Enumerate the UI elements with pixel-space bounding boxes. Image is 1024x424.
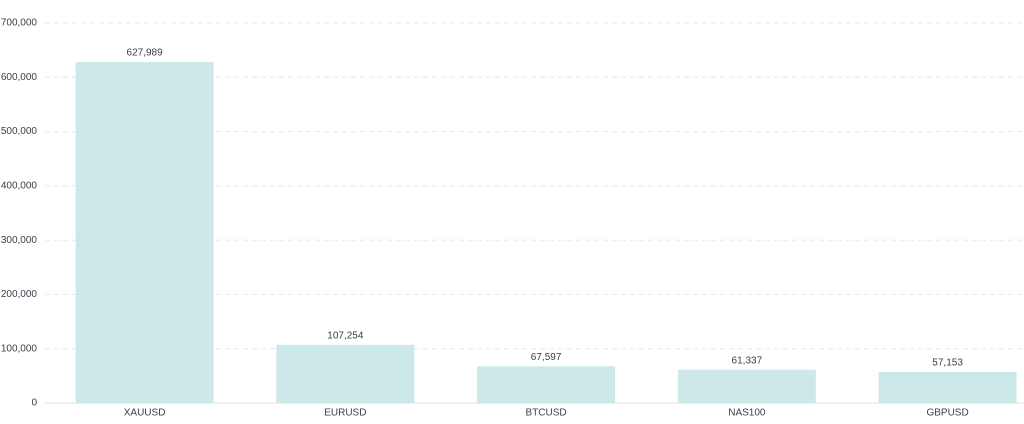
value-label: 61,337 [732, 355, 763, 366]
bar [477, 366, 616, 403]
y-tick-label: 700,000 [1, 18, 38, 29]
y-tick-label: 300,000 [1, 235, 38, 246]
value-label: 57,153 [932, 358, 963, 369]
bar [276, 344, 415, 403]
y-tick-label: 500,000 [1, 126, 38, 137]
y-tick-label: 100,000 [1, 343, 38, 354]
bar [677, 369, 816, 403]
y-tick-label: 600,000 [1, 72, 38, 83]
y-tick-label: 400,000 [1, 180, 38, 191]
value-label: 107,254 [327, 330, 364, 341]
x-tick-label: BTCUSD [526, 408, 567, 419]
bar [75, 62, 214, 404]
x-tick-label: NAS100 [728, 408, 766, 419]
y-tick-label: 0 [31, 398, 37, 409]
y-tick-label: 200,000 [1, 289, 38, 300]
x-tick-label: GBPUSD [926, 408, 968, 419]
x-tick-label: XAUUSD [124, 408, 166, 419]
x-tick-label: EURUSD [324, 408, 366, 419]
value-label: 627,989 [127, 48, 164, 59]
value-label: 67,597 [531, 352, 562, 363]
bar [878, 371, 1017, 403]
